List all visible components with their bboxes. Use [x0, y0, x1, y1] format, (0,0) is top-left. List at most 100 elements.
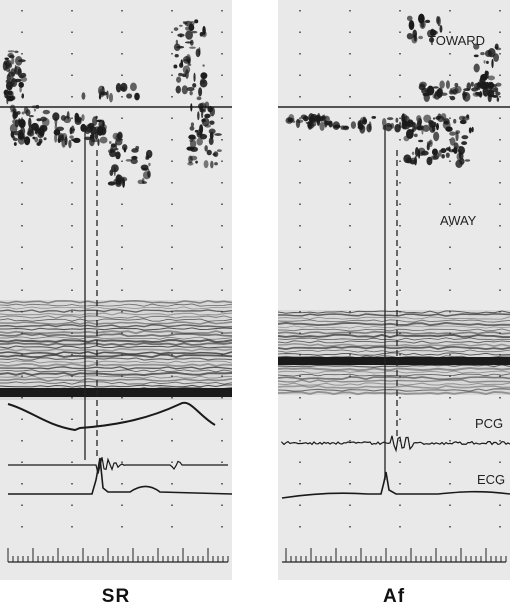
sr-doppler-speck: [187, 161, 194, 166]
sr-echo-line: [0, 345, 232, 349]
af-doppler-speck: [406, 32, 413, 40]
sr-echo-line: [0, 321, 232, 326]
af-doppler-speck: [412, 29, 418, 39]
sr-doppler-speck: [203, 160, 209, 169]
af-echo-line: [278, 310, 510, 314]
sr-echo-line: [0, 381, 232, 385]
af-doppler-speck: [449, 131, 456, 136]
af-echo-line: [278, 352, 510, 356]
af-echo-line: [278, 337, 510, 341]
af-doppler-speck: [366, 123, 372, 133]
sr-doppler-signal: [2, 19, 223, 188]
af-echo-line: [278, 313, 510, 317]
sr-doppler-speck: [140, 164, 149, 170]
sr-doppler-speck: [34, 136, 39, 143]
af-doppler-speck: [433, 152, 440, 160]
af-doppler-speck: [449, 137, 456, 146]
sr-doppler-speck: [179, 24, 183, 27]
af-doppler-speck: [432, 86, 439, 89]
sr-doppler-speck: [54, 133, 58, 143]
af-doppler-speck: [475, 91, 481, 96]
af-doppler-speck: [483, 60, 486, 64]
af-doppler-speck: [426, 156, 433, 166]
sr-doppler-speck: [214, 133, 223, 136]
sr-doppler-speck: [182, 21, 186, 24]
sr-doppler-speck: [189, 139, 194, 143]
af-doppler-speck: [402, 118, 406, 126]
sr-echo-line: [0, 362, 232, 367]
af-doppler-speck: [458, 145, 462, 149]
af-doppler-speck: [432, 117, 436, 120]
af-doppler-speck: [473, 63, 480, 73]
af-doppler-speck: [428, 85, 432, 90]
sr-doppler-speck: [115, 138, 123, 146]
af-doppler-speck: [484, 50, 493, 58]
af-doppler-speck: [488, 82, 495, 89]
sr-echo-line: [0, 299, 232, 304]
af-doppler-speck: [439, 80, 445, 89]
af-time-ticks: [285, 548, 507, 562]
af-echo-line: [278, 316, 510, 320]
af-doppler-speck: [419, 19, 426, 29]
sr-doppler-speck: [29, 115, 34, 118]
af-doppler-speck: [453, 146, 458, 154]
sr-doppler-speck: [123, 147, 127, 153]
af-doppler-speck: [483, 74, 490, 79]
af-doppler-speck: [395, 117, 399, 123]
sr-doppler-speck: [56, 126, 65, 131]
sr-doppler-speck: [20, 76, 28, 82]
af-echo-line: [278, 342, 510, 347]
sr-doppler-speck: [108, 92, 114, 103]
sr-doppler-speck: [10, 78, 18, 88]
sr-doppler-speck: [125, 158, 133, 162]
af-doppler-speck: [486, 60, 489, 64]
sr-doppler-speck: [190, 122, 195, 127]
sr-doppler-speck: [204, 101, 210, 109]
af-doppler-speck: [464, 159, 471, 162]
af-doppler-speck: [433, 131, 440, 142]
sr-doppler-speck: [74, 112, 79, 121]
af-doppler-speck: [421, 127, 424, 135]
af-doppler-signal: [285, 13, 502, 168]
af-doppler-speck: [468, 127, 472, 134]
sr-echo-line: [0, 375, 232, 379]
sr-doppler-speck: [4, 57, 9, 60]
sr-doppler-speck: [199, 79, 208, 88]
af-doppler-speck: [459, 119, 467, 125]
sr-doppler-speck: [177, 33, 185, 37]
sr-doppler-speck: [134, 92, 140, 101]
label-toward: TOWARD: [428, 33, 485, 48]
sr-doppler-speck: [120, 86, 125, 91]
af-doppler-speck: [495, 82, 502, 87]
af-doppler-speck: [445, 147, 451, 151]
sr-doppler-speck: [36, 142, 41, 146]
sr-echo-line: [0, 357, 232, 361]
af-doppler-speck: [494, 43, 499, 50]
sr-doppler-speck: [21, 111, 25, 115]
af-doppler-speck: [413, 133, 418, 138]
sr-doppler-speck: [99, 136, 108, 144]
af-doppler-speck: [443, 118, 450, 125]
sr-doppler-speck: [28, 117, 32, 128]
af-doppler-speck: [487, 75, 496, 81]
sr-doppler-speck: [14, 119, 19, 128]
sr-doppler-speck: [18, 118, 26, 129]
sr-doppler-speck: [209, 106, 215, 117]
sr-echo-line: [0, 332, 232, 338]
sr-doppler-speck: [129, 82, 137, 92]
sr-background: [0, 0, 232, 580]
sr-doppler-speck: [69, 127, 73, 135]
sr-doppler-speck: [186, 87, 195, 92]
sr-doppler-speck: [13, 142, 17, 146]
sr-doppler-speck: [12, 131, 21, 136]
af-echo-line: [278, 375, 510, 381]
af-doppler-speck: [493, 87, 499, 93]
sr-doppler-speck: [113, 178, 119, 185]
sr-doppler-speck: [20, 72, 27, 78]
sr-doppler-speck: [185, 69, 189, 79]
sr-doppler-speck: [182, 56, 191, 64]
sr-doppler-speck: [173, 43, 181, 51]
sr-doppler-speck: [6, 95, 15, 102]
sr-doppler-speck: [43, 137, 47, 141]
sr-doppler-speck: [68, 139, 72, 149]
